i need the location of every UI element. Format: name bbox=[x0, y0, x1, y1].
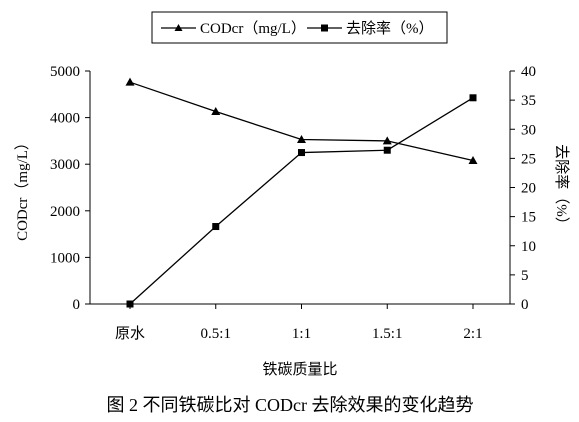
y-axis-right-ticks: 0 5 10 15 20 25 30 35 40 bbox=[510, 64, 536, 313]
x-tick-label: 1.5:1 bbox=[372, 326, 402, 342]
y-left-tick-label: 1000 bbox=[50, 250, 80, 266]
x-tick-label: 1:1 bbox=[292, 326, 311, 342]
y-right-tick-label: 5 bbox=[521, 268, 529, 284]
y-right-tick-label: 20 bbox=[521, 181, 536, 197]
series-point-triangle bbox=[382, 136, 392, 145]
y-axis-right-title: 去除率（%） bbox=[553, 144, 570, 232]
series-point-triangle bbox=[211, 107, 221, 116]
series-point-square bbox=[126, 300, 134, 308]
series-point-square bbox=[298, 149, 305, 157]
x-tick-label: 0.5:1 bbox=[201, 326, 231, 342]
legend-box bbox=[151, 11, 448, 44]
axes bbox=[89, 71, 511, 305]
x-tick-label: 原水 bbox=[115, 325, 145, 342]
x-axis-ticks: 原水 0.5:1 1:1 1.5:1 2:1 bbox=[115, 304, 483, 342]
series-point-triangle bbox=[297, 135, 306, 144]
legend-marker-square bbox=[321, 24, 328, 32]
series-point-triangle bbox=[468, 155, 478, 164]
series-line-1 bbox=[129, 97, 474, 305]
series-line-0 bbox=[129, 81, 474, 162]
y-left-tick-label: 2000 bbox=[50, 204, 80, 220]
series-point-square bbox=[383, 146, 391, 154]
y-left-tick-label: 4000 bbox=[50, 111, 80, 127]
figure-caption: 图 2 不同铁碳比对 CODcr 去除效果的变化趋势 bbox=[107, 395, 474, 415]
y-right-tick-label: 30 bbox=[521, 122, 536, 138]
y-right-tick-label: 10 bbox=[521, 239, 536, 255]
y-axis-left-title: CODcr（mg/L） bbox=[14, 135, 31, 241]
y-right-tick-label: 35 bbox=[521, 93, 536, 109]
series-point-square bbox=[212, 223, 220, 231]
y-right-tick-label: 25 bbox=[521, 151, 536, 167]
y-right-tick-label: 0 bbox=[521, 297, 529, 313]
series-point-square bbox=[469, 94, 477, 102]
y-left-tick-label: 5000 bbox=[50, 64, 80, 80]
series-layer bbox=[125, 77, 478, 308]
y-right-tick-label: 40 bbox=[521, 64, 536, 80]
y-left-tick-label: 0 bbox=[73, 297, 81, 313]
series-point-triangle bbox=[125, 77, 135, 86]
y-right-tick-label: 15 bbox=[521, 210, 536, 226]
x-tick-label: 2:1 bbox=[463, 326, 482, 342]
legend-label-codcr: CODcr（mg/L） bbox=[200, 20, 306, 37]
legend-marker-triangle bbox=[174, 24, 183, 31]
legend-label-removal: 去除率（%） bbox=[346, 20, 434, 37]
x-axis-title: 铁碳质量比 bbox=[262, 361, 337, 378]
legend: CODcr（mg/L） 去除率（%） bbox=[151, 11, 448, 44]
y-axis-left-ticks: 0 1000 2000 3000 4000 5000 bbox=[50, 64, 90, 313]
y-left-tick-label: 3000 bbox=[50, 157, 80, 173]
